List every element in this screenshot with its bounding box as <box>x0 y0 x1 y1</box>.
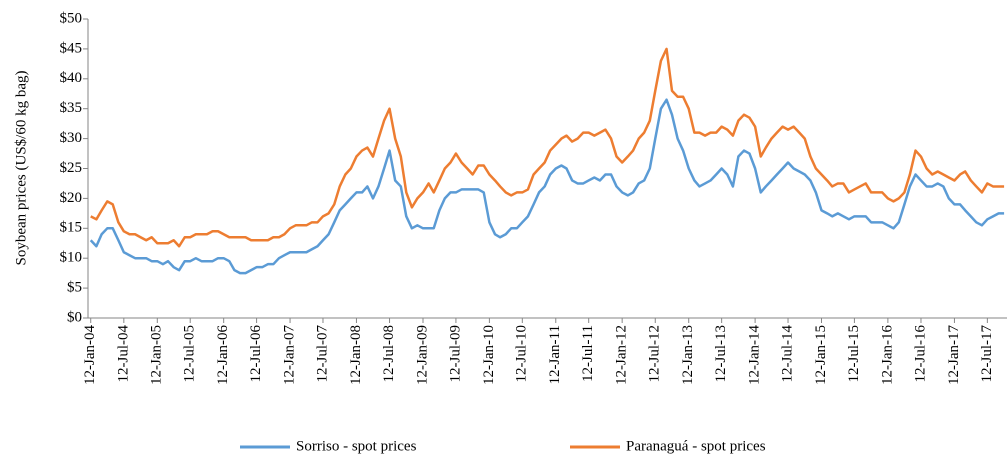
y-tick-label: $30 <box>60 130 83 146</box>
series-line <box>90 47 1005 248</box>
y-tick-label: $45 <box>60 40 83 56</box>
x-tick-label: 12-Jul-05 <box>182 325 198 383</box>
x-tick-label: 12-Jul-16 <box>912 325 928 383</box>
x-tick-label: 12-Jan-16 <box>879 325 895 385</box>
x-tick-label: 12-Jul-04 <box>115 325 131 383</box>
legend-label: Paranaguá - spot prices <box>626 438 766 454</box>
x-tick-label: 12-Jul-06 <box>248 325 264 383</box>
x-tick-label: 12-Jan-07 <box>281 325 297 385</box>
x-tick-label: 12-Jul-11 <box>580 325 596 382</box>
x-tick-label: 12-Jan-09 <box>414 325 430 385</box>
legend-label: Sorriso - spot prices <box>296 438 417 454</box>
x-tick-label: 12-Jan-14 <box>747 325 763 385</box>
x-tick-label: 12-Jul-08 <box>381 325 397 383</box>
y-axis-label: Soybean prices (US$/60 kg bag) <box>13 71 29 266</box>
x-tick-label: 12-Jan-13 <box>680 325 696 385</box>
series-line <box>89 98 1005 275</box>
x-tick-label: 12-Jan-05 <box>149 325 165 385</box>
y-tick-label: $50 <box>60 10 83 26</box>
y-tick-label: $40 <box>60 70 83 86</box>
x-tick-label: 12-Jan-08 <box>348 325 364 385</box>
y-tick-label: $20 <box>60 190 83 206</box>
y-tick-label: $35 <box>60 100 83 116</box>
x-tick-label: 12-Jul-14 <box>779 325 795 383</box>
x-tick-label: 12-Jul-10 <box>514 325 530 383</box>
x-tick-label: 12-Jul-12 <box>647 325 663 383</box>
x-tick-label: 12-Jan-10 <box>481 325 497 385</box>
y-tick-label: $15 <box>60 220 83 236</box>
y-tick-label: $5 <box>67 280 82 296</box>
y-tick-label: $0 <box>67 309 82 325</box>
x-tick-label: 12-Jul-07 <box>314 325 330 383</box>
x-tick-label: 12-Jul-15 <box>846 325 862 383</box>
y-tick-label: $25 <box>60 160 83 176</box>
x-tick-label: 12-Jul-09 <box>447 325 463 383</box>
x-tick-label: 12-Jan-11 <box>547 325 563 384</box>
x-tick-label: 12-Jan-17 <box>946 325 962 385</box>
x-tick-label: 12-Jul-13 <box>713 325 729 383</box>
x-tick-label: 12-Jan-06 <box>215 325 231 385</box>
y-tick-label: $10 <box>60 250 83 266</box>
x-tick-label: 12-Jul-17 <box>979 325 995 383</box>
x-tick-label: 12-Jan-15 <box>813 325 829 385</box>
x-tick-label: 12-Jan-04 <box>82 325 98 385</box>
x-tick-label: 12-Jan-12 <box>614 325 630 385</box>
